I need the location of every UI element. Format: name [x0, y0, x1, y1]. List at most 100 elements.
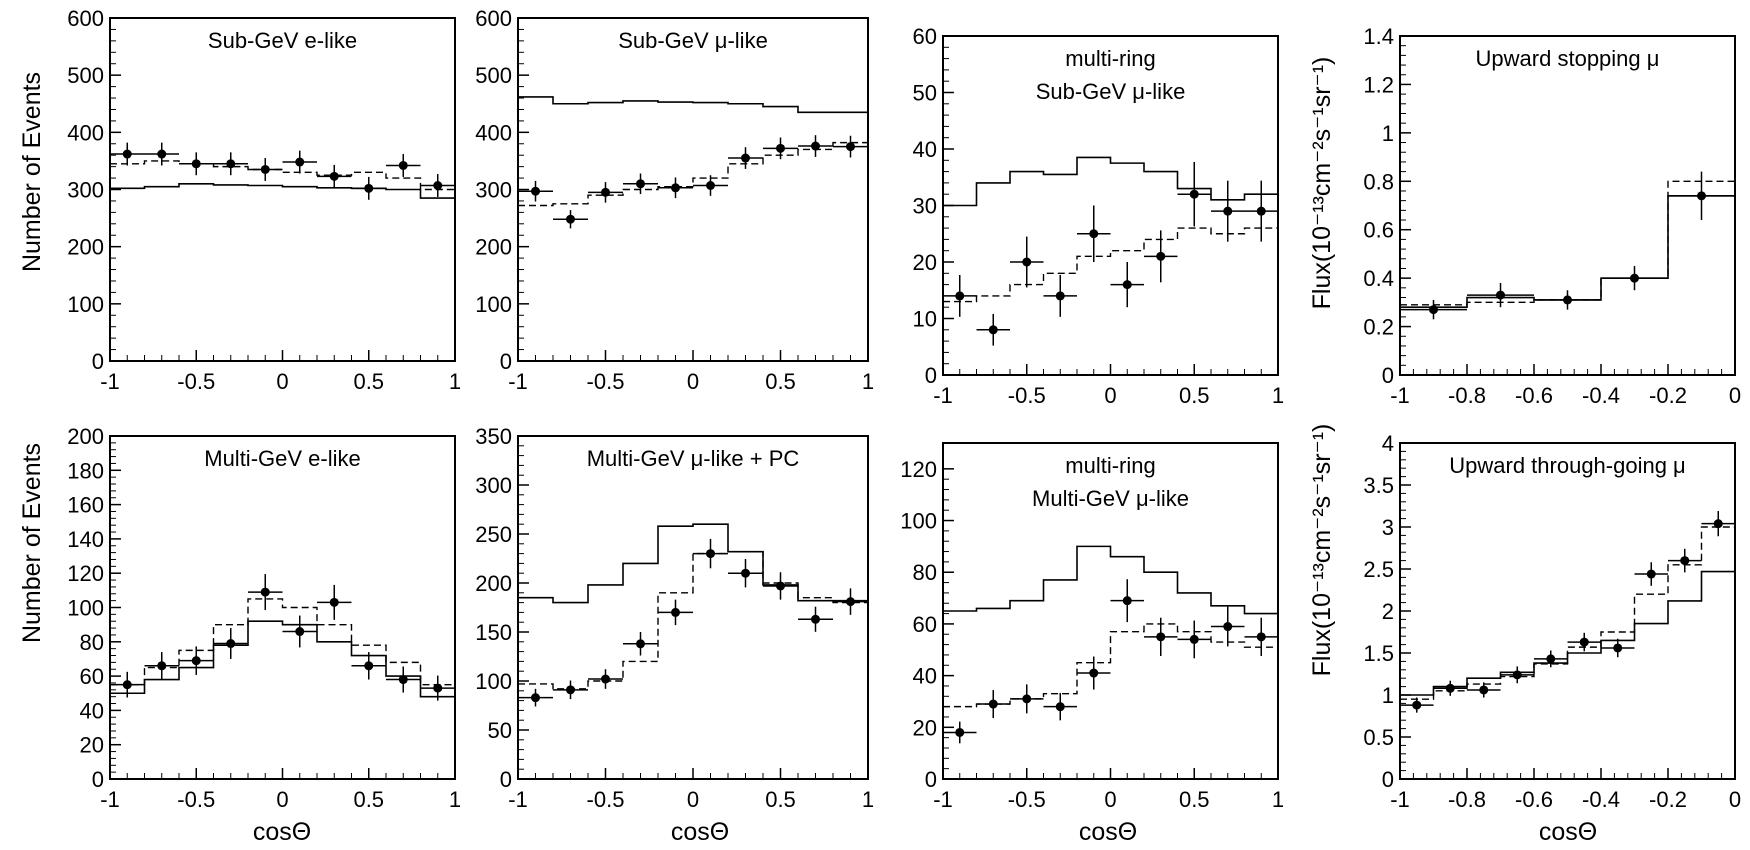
x-tick-label: -0.4 — [1582, 787, 1620, 812]
data-point — [1043, 274, 1077, 317]
y-tick-label: 0 — [500, 767, 512, 792]
data-marker — [1223, 622, 1233, 632]
data-point — [1010, 236, 1044, 288]
y-tick-label: 50 — [913, 81, 937, 106]
data-point — [553, 680, 588, 700]
panel-title: Sub-GeV e-like — [208, 28, 357, 53]
data-marker — [1055, 702, 1065, 712]
y-tick-label: 300 — [475, 178, 512, 203]
data-marker — [1256, 632, 1266, 642]
data-marker — [636, 179, 645, 189]
data-marker — [846, 597, 855, 607]
data-marker — [122, 680, 132, 690]
panel-1: -1 -0.5 0 0.5 1 0 100 200 300 400 500 600 Sub-GeV e-… — [67, 6, 461, 394]
solid-histogram — [943, 156, 1278, 207]
data-point — [1500, 666, 1534, 684]
y-tick-label: 200 — [475, 235, 512, 260]
data-marker — [1055, 291, 1065, 301]
y-tick-label: 0 — [925, 363, 937, 388]
data-point — [1534, 650, 1568, 668]
data-marker — [811, 141, 820, 151]
data-marker — [706, 180, 715, 190]
data-marker — [988, 699, 998, 709]
data-point — [623, 632, 658, 656]
x-tick-label: 0 — [1729, 787, 1741, 812]
y-tick-label: 100 — [67, 292, 104, 317]
x-tick-label: -0.5 — [177, 369, 215, 394]
data-point — [658, 599, 693, 626]
data-point — [728, 558, 763, 588]
x-tick-label: 0 — [276, 369, 288, 394]
dashed-histogram — [518, 141, 868, 207]
data-marker — [1697, 191, 1706, 201]
dashed-histogram — [110, 598, 455, 686]
x-tick-label: -0.5 — [587, 369, 625, 394]
y-tick-label: 600 — [475, 6, 512, 31]
dashed-histogram — [518, 550, 868, 690]
data-point — [1668, 171, 1735, 221]
data-marker — [364, 661, 374, 671]
y-tick-label: 4 — [1382, 431, 1394, 456]
data-point — [798, 606, 833, 632]
data-marker — [601, 187, 610, 197]
data-marker — [1630, 273, 1639, 283]
x-tick-label: -0.6 — [1515, 787, 1553, 812]
panel-3: -1 -0.5 0 0.5 10102030405060multi-ringSub-Ge… — [913, 24, 1285, 408]
data-point — [1634, 562, 1668, 586]
y-axis-title-events-bottom: Number of Events — [18, 443, 46, 643]
data-point — [351, 652, 386, 680]
y-tick-label: 500 — [67, 63, 104, 88]
data-marker — [1445, 683, 1455, 693]
data-point — [1467, 282, 1534, 308]
x-tick-label: 0 — [687, 787, 699, 812]
data-point — [1043, 692, 1077, 721]
y-tick-label: 150 — [475, 620, 512, 645]
data-marker — [636, 639, 645, 649]
x-tick-label: -0.8 — [1448, 787, 1486, 812]
data-point — [833, 588, 868, 615]
data-marker — [1189, 189, 1199, 199]
solid-histogram — [110, 182, 455, 199]
y-tick-label: 3 — [1382, 515, 1394, 540]
data-marker — [1122, 596, 1132, 606]
data-marker — [1646, 569, 1656, 579]
data-marker — [1613, 643, 1623, 653]
panel-title: Multi-GeV μ-like + PC — [587, 446, 800, 471]
data-marker — [671, 183, 680, 193]
data-marker — [1156, 632, 1166, 642]
y-tick-label: 60 — [913, 24, 937, 49]
y-tick-label: 1.2 — [1363, 72, 1394, 97]
y-tick-label: 160 — [67, 493, 104, 518]
data-point — [1668, 548, 1702, 573]
y-tick-label: 400 — [475, 120, 512, 145]
data-point — [1601, 638, 1635, 658]
x-tick-label: 0.5 — [765, 369, 796, 394]
panel-7: -1 -0.5 0 0.5 1 0 20 40 60 80 100 120 multi-ring Mult… — [900, 442, 1284, 812]
y-axis-title-flux-bottom: Flux(10⁻¹³cm⁻²s⁻¹sr⁻¹) — [1308, 424, 1336, 677]
y-tick-label: 600 — [67, 6, 104, 31]
data-marker — [1680, 556, 1690, 566]
data-point — [282, 615, 317, 648]
data-point — [110, 142, 145, 166]
data-point — [317, 164, 352, 188]
y-tick-label: 300 — [67, 178, 104, 203]
panel-title: Upward stopping μ — [1476, 46, 1660, 71]
panel-title: multi-ring — [1065, 453, 1155, 478]
y-tick-label: 1.4 — [1363, 24, 1394, 49]
data-marker — [329, 171, 339, 181]
dashed-histogram — [943, 227, 1278, 303]
y-tick-label: 400 — [67, 120, 104, 145]
data-point — [1467, 682, 1501, 698]
y-tick-label: 200 — [67, 424, 104, 449]
data-marker — [1412, 700, 1422, 710]
data-point — [1110, 579, 1144, 623]
data-marker — [776, 581, 785, 591]
data-marker — [191, 656, 201, 666]
data-marker — [1189, 634, 1199, 644]
y-tick-label: 100 — [67, 596, 104, 621]
data-point — [248, 158, 283, 181]
x-axis-title-col1: cosΘ — [253, 818, 311, 846]
data-marker — [601, 674, 610, 684]
data-marker — [531, 693, 540, 703]
